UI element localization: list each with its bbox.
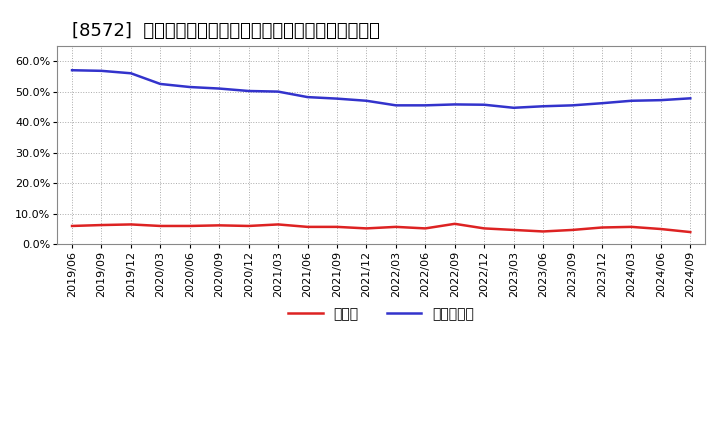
有利子負債: [627, 98, 636, 103]
現預金: [362, 226, 371, 231]
有利子負債: [451, 102, 459, 107]
有利子負債: [244, 88, 253, 94]
Text: [8572]  現預金、有利子負債の総資産に対する比率の推移: [8572] 現預金、有利子負債の総資産に対する比率の推移: [72, 22, 380, 40]
有利子負債: [156, 81, 165, 87]
現預金: [392, 224, 400, 230]
有利子負債: [215, 86, 223, 91]
有利子負債: [186, 84, 194, 90]
現預金: [451, 221, 459, 227]
有利子負債: [392, 103, 400, 108]
現預金: [657, 226, 665, 231]
現預金: [303, 224, 312, 230]
有利子負債: [657, 98, 665, 103]
Legend: 現預金, 有利子負債: 現預金, 有利子負債: [282, 301, 480, 326]
現預金: [97, 222, 106, 227]
現預金: [480, 226, 488, 231]
現預金: [274, 222, 282, 227]
現預金: [215, 223, 223, 228]
有利子負債: [97, 68, 106, 73]
有利子負債: [480, 102, 488, 107]
有利子負債: [362, 98, 371, 103]
現預金: [68, 224, 76, 229]
現預金: [568, 227, 577, 233]
有利子負債: [421, 103, 430, 108]
現預金: [186, 224, 194, 229]
有利子負債: [509, 105, 518, 110]
現預金: [333, 224, 341, 230]
有利子負債: [598, 101, 606, 106]
有利子負債: [568, 103, 577, 108]
有利子負債: [274, 89, 282, 94]
Line: 現預金: 現預金: [72, 224, 690, 232]
現預金: [598, 225, 606, 230]
現預金: [244, 224, 253, 229]
現預金: [539, 229, 547, 234]
現預金: [686, 229, 695, 235]
有利子負債: [686, 95, 695, 101]
Line: 有利子負債: 有利子負債: [72, 70, 690, 108]
有利子負債: [333, 96, 341, 101]
現預金: [156, 224, 165, 229]
現預金: [509, 227, 518, 233]
現預金: [127, 222, 135, 227]
有利子負債: [303, 95, 312, 100]
現預金: [627, 224, 636, 230]
有利子負債: [539, 104, 547, 109]
有利子負債: [68, 68, 76, 73]
現預金: [421, 226, 430, 231]
有利子負債: [127, 71, 135, 76]
